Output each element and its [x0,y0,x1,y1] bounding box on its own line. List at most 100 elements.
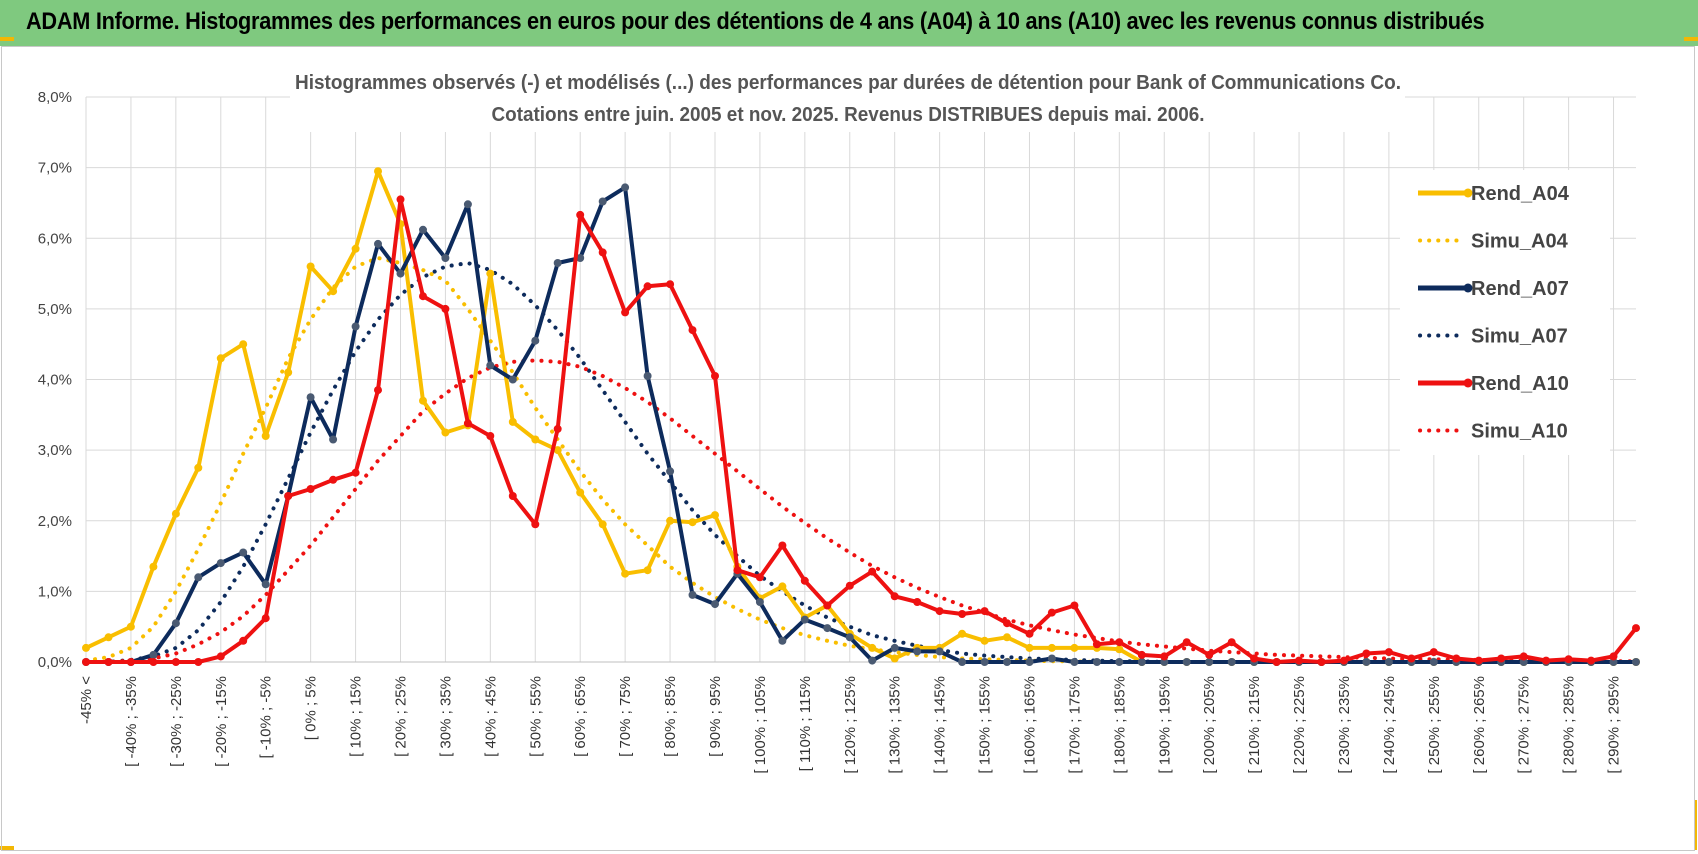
data-point-rend-a07 [823,624,832,633]
x-tick-label: [ 140% ; 145% [932,676,949,774]
data-point-rend-a07 [419,225,427,234]
series-line-simu-a07 [84,260,1638,664]
data-point-rend-a10 [755,573,764,582]
x-tick-label: [ 50% ; 55% [527,676,544,757]
legend-label-simu-a10: Simu_A10 [1471,421,1568,443]
chart-frame [1,46,1695,851]
data-point-rend-a10 [261,614,270,623]
data-point-rend-a04 [1025,643,1034,652]
data-point-rend-a07 [553,259,562,267]
x-tick-label: [ 60% ; 65% [572,676,589,757]
data-point-rend-a10 [1227,638,1236,647]
x-tick-label: [ 110% ; 115% [797,676,814,771]
data-point-rend-a10 [1519,652,1528,661]
data-point-rend-a04 [374,167,382,176]
x-tick-label: [ 90% ; 95% [707,676,724,757]
data-point-rend-a07 [890,643,899,652]
x-tick-label: [ 210% ; 215% [1246,676,1263,774]
x-tick-label: [ 240% ; 245% [1381,676,1398,774]
data-point-rend-a07 [1003,658,1011,666]
data-point-rend-a04 [1115,645,1124,654]
data-point-rend-a04 [598,520,607,529]
data-point-rend-a10 [1542,656,1551,665]
y-tick-label: 6,0% [38,230,72,247]
data-point-rend-a07 [1205,658,1214,666]
data-point-rend-a10 [1182,638,1191,647]
x-tick-label: [ -30% ; -25% [168,676,185,767]
chart-subtitle: Cotations entre juin. 2005 et nov. 2025.… [492,104,1205,126]
data-point-rend-a10 [82,658,90,666]
data-point-rend-a07 [463,200,472,209]
x-tick-label: [ 80% ; 85% [662,676,679,757]
data-point-rend-a10 [643,282,652,291]
x-tick-label: [ -20% ; -15% [213,676,230,767]
page-title: ADAM Informe. Histogrammes des performan… [26,8,1485,35]
data-point-rend-a04 [553,446,562,455]
x-tick-label: [ 70% ; 75% [617,676,634,757]
data-point-rend-a10 [396,195,405,204]
y-tick-label: 7,0% [38,160,72,177]
data-point-rend-a10 [1362,649,1371,658]
data-point-rend-a10 [194,658,203,666]
data-point-rend-a10 [329,475,338,484]
x-tick-label: [ 30% ; 35% [437,676,454,757]
header-banner: ADAM Informe. Histogrammes des performan… [0,0,1698,46]
data-point-rend-a10 [1070,601,1079,610]
data-point-rend-a10 [104,658,113,666]
legend: Rend_A04 Simu_A04 Rend_A07 Simu_A07 Rend_A10… [1418,183,1570,443]
x-tick-label: [ 130% ; 135% [887,676,904,774]
data-point-rend-a10 [1609,652,1618,661]
data-point-rend-a07 [396,269,405,278]
data-point-rend-a07 [688,590,697,599]
data-point-rend-a04 [1047,643,1056,652]
legend-marker-rend-a07 [1463,283,1473,293]
data-point-rend-a10 [1587,656,1596,665]
data-point-rend-a07 [1609,658,1618,666]
y-axis-ticks: 0,0% 1,0% 2,0% 3,0% 4,0% 5,0% 6,0% 7,0% 8,0% [38,89,72,671]
data-point-rend-a07 [958,658,967,666]
data-point-rend-a10 [1003,619,1011,628]
legend-label-rend-a10: Rend_A10 [1471,373,1569,395]
data-point-rend-a10 [1497,654,1506,663]
data-point-rend-a10 [419,292,427,301]
data-point-rend-a10 [621,308,630,317]
x-tick-label: -45% < [78,676,95,724]
data-point-rend-a07 [666,467,675,476]
data-point-rend-a04 [643,566,652,575]
legend-label-simu-a04: Simu_A04 [1471,231,1569,253]
data-point-rend-a10 [1047,608,1056,617]
data-point-rend-a07 [351,322,360,331]
data-point-rend-a07 [598,197,607,206]
data-point-rend-a07 [329,435,338,444]
data-point-rend-a10 [1092,640,1101,649]
y-tick-label: 5,0% [38,301,72,318]
data-point-rend-a04 [329,287,338,296]
x-tick-label: [ 290% ; 295% [1606,676,1623,774]
legend-label-simu-a07: Simu_A07 [1471,326,1568,348]
data-point-rend-a07 [755,598,764,606]
data-point-rend-a10 [1205,650,1214,659]
data-point-rend-a10 [1564,655,1573,664]
x-tick-label: [ 260% ; 265% [1471,676,1488,774]
data-point-rend-a04 [194,463,203,472]
data-point-rend-a07 [1384,658,1393,666]
data-point-rend-a10 [913,598,922,606]
x-tick-label: [ 10% ; 15% [348,676,365,757]
data-point-rend-a10 [463,419,472,428]
x-tick-label: [ 270% ; 275% [1516,676,1533,774]
data-point-rend-a07 [1047,654,1056,663]
data-point-rend-a07 [171,619,180,628]
data-point-rend-a10 [171,658,180,666]
data-point-rend-a07 [778,636,787,645]
y-tick-label: 3,0% [38,442,72,459]
data-point-rend-a04 [1003,633,1011,642]
data-point-rend-a07 [868,656,877,665]
data-point-rend-a10 [1452,654,1461,663]
legend-marker-rend-a10 [1463,378,1473,388]
data-point-rend-a04 [980,636,989,645]
data-point-rend-a10 [351,468,360,477]
data-point-rend-a10 [890,592,899,601]
series-line-simu-a10 [84,358,1638,664]
data-point-rend-a04 [149,562,158,571]
